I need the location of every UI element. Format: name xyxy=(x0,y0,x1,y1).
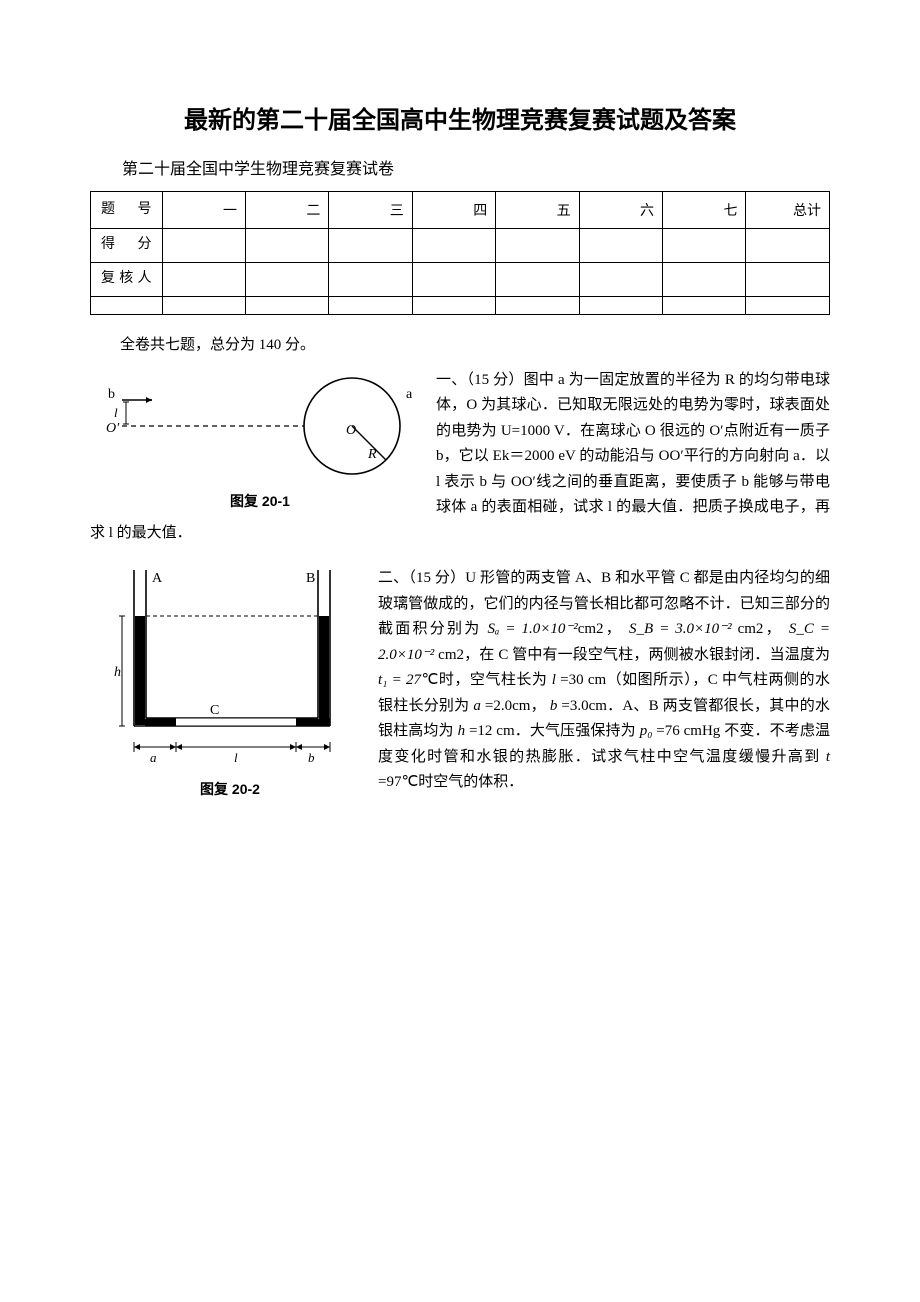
q2-a-val: =2.0cm， xyxy=(481,698,546,714)
cell xyxy=(663,296,746,314)
cell xyxy=(663,262,746,296)
q2-h-val: =12 cm．大气压强保持为 xyxy=(465,723,636,739)
q2-SA: Sₐ = 1.0×10⁻² xyxy=(487,621,577,637)
cell xyxy=(245,229,328,263)
figure-2-caption: 图复 20-2 xyxy=(90,778,370,802)
score-table: 题号 一 二 三 四 五 六 七 总计 得分 复核人 xyxy=(90,191,830,315)
figure-1-caption: 图复 20-1 xyxy=(90,490,430,514)
col-7: 七 xyxy=(663,192,746,229)
q2-SB-unit: cm2， xyxy=(732,621,783,637)
col-total: 总计 xyxy=(746,192,830,229)
cell xyxy=(412,262,495,296)
q2-p0: p₀ xyxy=(640,723,653,739)
q2-h: h xyxy=(458,723,466,739)
label-A: A xyxy=(152,571,163,586)
q2-SB: S_B = 3.0×10⁻² xyxy=(629,621,732,637)
cell xyxy=(496,229,579,263)
label-R: R xyxy=(367,447,377,462)
col-1: 一 xyxy=(162,192,245,229)
col-3: 三 xyxy=(329,192,412,229)
question-1: O R a O' b l 图复 20-1 一、（15 分）图中 a 为一固定放置… xyxy=(90,368,830,547)
cell xyxy=(245,262,328,296)
figure-1-diagram: O R a O' b l xyxy=(90,368,430,488)
cell xyxy=(162,262,245,296)
label-h: h xyxy=(114,665,121,680)
label-dim-l: l xyxy=(234,750,238,765)
table-row xyxy=(91,296,830,314)
cell xyxy=(245,296,328,314)
cell xyxy=(663,229,746,263)
q2-a: a xyxy=(473,698,481,714)
cell xyxy=(329,262,412,296)
label-a: a xyxy=(406,387,413,402)
q2-SC-unit: cm2，在 C 管中有一段空气柱，两侧被水银封闭．当温度为 xyxy=(434,647,830,663)
label-B: B xyxy=(306,571,315,586)
label-Oprime: O' xyxy=(106,421,120,436)
page-title: 最新的第二十届全国高中生物理竞赛复赛试题及答案 xyxy=(90,100,830,135)
col-2: 二 xyxy=(245,192,328,229)
row-header-number: 题号 xyxy=(91,192,163,229)
label-C: C xyxy=(210,703,219,718)
label-dim-b: b xyxy=(308,750,315,765)
q2-t1-unit: ℃时，空气柱长为 xyxy=(421,672,547,688)
cell xyxy=(162,229,245,263)
cell xyxy=(162,296,245,314)
table-row: 题号 一 二 三 四 五 六 七 总计 xyxy=(91,192,830,229)
label-dim-a: a xyxy=(150,750,157,765)
label-b: b xyxy=(108,387,115,402)
cell xyxy=(746,229,830,263)
table-row: 得分 xyxy=(91,229,830,263)
figure-2-diagram: A B C h a l b xyxy=(90,566,370,776)
cell xyxy=(746,262,830,296)
col-5: 五 xyxy=(496,192,579,229)
table-row: 复核人 xyxy=(91,262,830,296)
q2-t: t xyxy=(826,749,830,765)
q2-t1: t₁ = 27 xyxy=(378,672,421,688)
total-note: 全卷共七题，总分为 140 分。 xyxy=(90,333,830,354)
cell xyxy=(579,296,662,314)
cell xyxy=(91,296,163,314)
cell xyxy=(496,296,579,314)
row-header-score: 得分 xyxy=(91,229,163,263)
row-header-reviewer: 复核人 xyxy=(91,262,163,296)
cell xyxy=(579,229,662,263)
exam-subtitle: 第二十届全国中学生物理竞赛复赛试卷 xyxy=(90,155,830,179)
cell xyxy=(412,296,495,314)
col-6: 六 xyxy=(579,192,662,229)
cell xyxy=(329,229,412,263)
col-4: 四 xyxy=(412,192,495,229)
q2-SA-unit: cm2， xyxy=(578,621,623,637)
cell xyxy=(329,296,412,314)
label-l: l xyxy=(114,405,118,420)
cell xyxy=(412,229,495,263)
label-O: O xyxy=(346,423,356,438)
cell xyxy=(746,296,830,314)
cell xyxy=(496,262,579,296)
q2-t-val: =97℃时空气的体积． xyxy=(378,774,523,790)
question-2: A B C h a l b 图复 20-2 xyxy=(90,566,830,802)
cell xyxy=(579,262,662,296)
